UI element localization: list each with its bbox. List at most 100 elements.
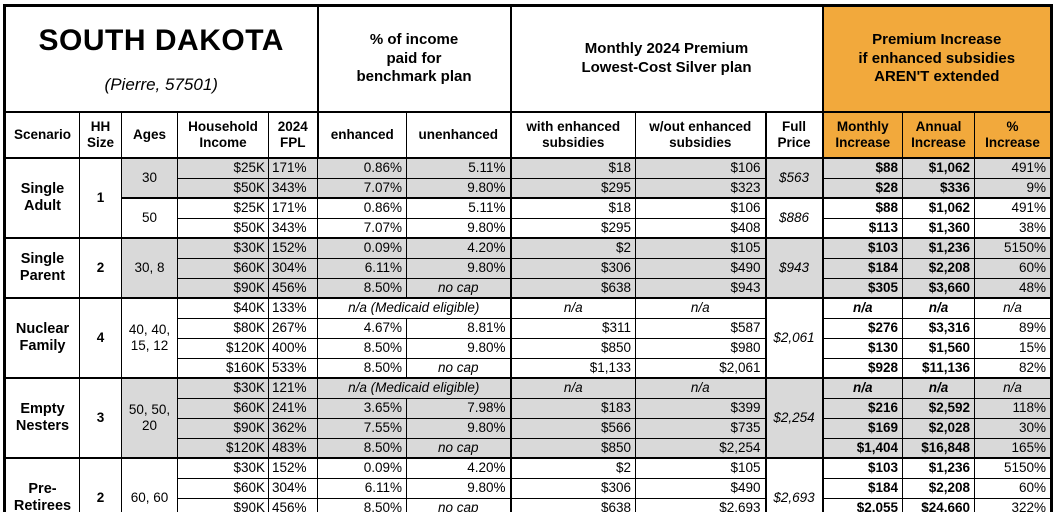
- monthly-increase-cell: $130: [822, 337, 903, 359]
- unenhanced-cell: 9.80%: [406, 417, 512, 439]
- income-cell: $80K: [177, 317, 269, 339]
- wout-subsidies-cell: $106: [635, 197, 767, 219]
- full-price-cell: $886: [765, 197, 824, 239]
- fpl-cell: 343%: [268, 217, 318, 239]
- pct-increase-cell: 89%: [974, 317, 1052, 339]
- wout-subsidies-cell: $106: [635, 157, 767, 179]
- pct-increase-cell: 30%: [974, 417, 1052, 439]
- wout-subsidies-cell: $105: [635, 457, 767, 479]
- income-cell: $30K: [177, 457, 269, 479]
- enhanced-cell: 8.50%: [317, 497, 407, 512]
- col-header-pct-increase: % Increase: [974, 111, 1052, 160]
- annual-increase-cell: $3,316: [902, 317, 975, 339]
- income-cell: $90K: [177, 417, 269, 439]
- enhanced-cell: 0.09%: [317, 457, 407, 479]
- enhanced-cell: 3.65%: [317, 397, 407, 419]
- enhanced-cell: 4.67%: [317, 317, 407, 339]
- pct-increase-cell: 5150%: [974, 457, 1052, 479]
- unenhanced-cell: 7.98%: [406, 397, 512, 419]
- pct-increase-cell: 118%: [974, 397, 1052, 419]
- ages-cell: 30, 8: [121, 237, 178, 299]
- with-subsidies-cell: $850: [510, 437, 636, 459]
- unenhanced-cell: 9.80%: [406, 477, 512, 499]
- income-cell: $30K: [177, 377, 269, 399]
- column-header-row: Scenario HH Size Ages Household Income 2…: [4, 111, 1052, 160]
- col-header-annual-increase: Annual Increase: [902, 111, 975, 160]
- income-cell: $25K: [177, 197, 269, 219]
- unenhanced-cell: 9.80%: [406, 217, 512, 239]
- enhanced-cell: 8.50%: [317, 337, 407, 359]
- hh-size-cell: 1: [79, 157, 122, 239]
- fpl-cell: 304%: [268, 257, 318, 279]
- unenhanced-cell: 5.11%: [406, 157, 512, 179]
- wout-subsidies-cell: $2,693: [635, 497, 767, 512]
- unenhanced-cell: 9.80%: [406, 177, 512, 199]
- monthly-increase-cell: $169: [822, 417, 903, 439]
- wout-subsidies-cell: $105: [635, 237, 767, 259]
- income-cell: $120K: [177, 437, 269, 459]
- with-subsidies-cell: $306: [510, 257, 636, 279]
- unenhanced-cell: no cap: [406, 437, 512, 459]
- income-cell: $60K: [177, 397, 269, 419]
- group-header-increase: Premium Increase if enhanced subsidies A…: [822, 5, 1052, 114]
- wout-subsidies-cell: $2,254: [635, 437, 767, 459]
- hh-size-cell: 2: [79, 457, 122, 512]
- premium-subsidy-table: SOUTH DAKOTA (Pierre, 57501) % of income…: [3, 4, 1053, 512]
- wout-subsidies-cell: $490: [635, 477, 767, 499]
- monthly-increase-cell: $1,404: [822, 437, 903, 459]
- full-price-cell: $943: [765, 237, 824, 299]
- wout-subsidies-cell: $980: [635, 337, 767, 359]
- table-row: $60K 241% 3.65% 7.98% $183 $399 $216 $2,592 118%: [5, 397, 1052, 419]
- col-header-full-price: Full Price: [765, 111, 824, 160]
- annual-increase-cell: $1,560: [902, 337, 975, 359]
- with-subsidies-cell: $1,133: [510, 357, 636, 379]
- annual-increase-cell: n/a: [902, 297, 975, 319]
- annual-increase-cell: $1,062: [902, 197, 975, 219]
- wout-subsidies-cell: $399: [635, 397, 767, 419]
- ages-cell: 40, 40, 15, 12: [121, 297, 178, 379]
- col-header-monthly-increase: Monthly Increase: [822, 111, 903, 160]
- with-subsidies-cell: $638: [510, 497, 636, 512]
- unenhanced-cell: 8.81%: [406, 317, 512, 339]
- pct-increase-cell: 165%: [974, 437, 1052, 459]
- fpl-cell: 241%: [268, 397, 318, 419]
- pct-increase-cell: 38%: [974, 217, 1052, 239]
- col-header-scenario: Scenario: [4, 111, 80, 160]
- income-cell: $90K: [177, 277, 269, 299]
- monthly-increase-cell: $216: [822, 397, 903, 419]
- monthly-increase-cell: $2,055: [822, 497, 903, 512]
- wout-subsidies-cell: $490: [635, 257, 767, 279]
- monthly-increase-cell: n/a: [822, 377, 903, 399]
- with-subsidies-cell: $295: [510, 177, 636, 199]
- col-header-wout-subsidies: w/out enhanced subsidies: [635, 111, 767, 160]
- pct-increase-cell: 82%: [974, 357, 1052, 379]
- scenario-cell: Single Adult: [4, 157, 80, 239]
- table-row: Nuclear Family 4 40, 40, 15, 12 $40K 133% n/a…: [4, 297, 1052, 379]
- pct-increase-cell: n/a: [974, 377, 1052, 399]
- fpl-cell: 400%: [268, 337, 318, 359]
- scenario-cell: Pre-Retirees: [4, 457, 80, 512]
- with-subsidies-cell: $2: [510, 237, 636, 259]
- ages-cell: 60, 60: [121, 457, 178, 512]
- full-price-cell: $2,693: [765, 457, 824, 512]
- monthly-increase-cell: $103: [822, 237, 903, 259]
- with-subsidies-cell: $2: [510, 457, 636, 479]
- monthly-increase-cell: n/a: [822, 297, 903, 319]
- group-header-premium: Monthly 2024 Premium Lowest-Cost Silver …: [510, 5, 824, 114]
- with-subsidies-cell: $850: [510, 337, 636, 359]
- income-cell: $60K: [177, 477, 269, 499]
- group-header-benchmark: % of income paid for benchmark plan: [317, 5, 512, 114]
- pct-increase-cell: 491%: [974, 157, 1052, 179]
- table-row: $50K 343% 7.07% 9.80% $295 $323 $28 $336 9%: [5, 177, 1052, 199]
- unenhanced-cell: 9.80%: [406, 337, 512, 359]
- full-price-cell: $563: [765, 157, 824, 199]
- income-cell: $90K: [177, 497, 269, 512]
- fpl-cell: 456%: [268, 277, 318, 299]
- ages-cell: 50: [121, 197, 178, 239]
- income-cell: $160K: [177, 357, 269, 379]
- annual-increase-cell: $1,236: [902, 457, 975, 479]
- monthly-increase-cell: $88: [822, 197, 903, 219]
- income-cell: $40K: [177, 297, 269, 319]
- unenhanced-cell: 4.20%: [406, 457, 512, 479]
- fpl-cell: 456%: [268, 497, 318, 512]
